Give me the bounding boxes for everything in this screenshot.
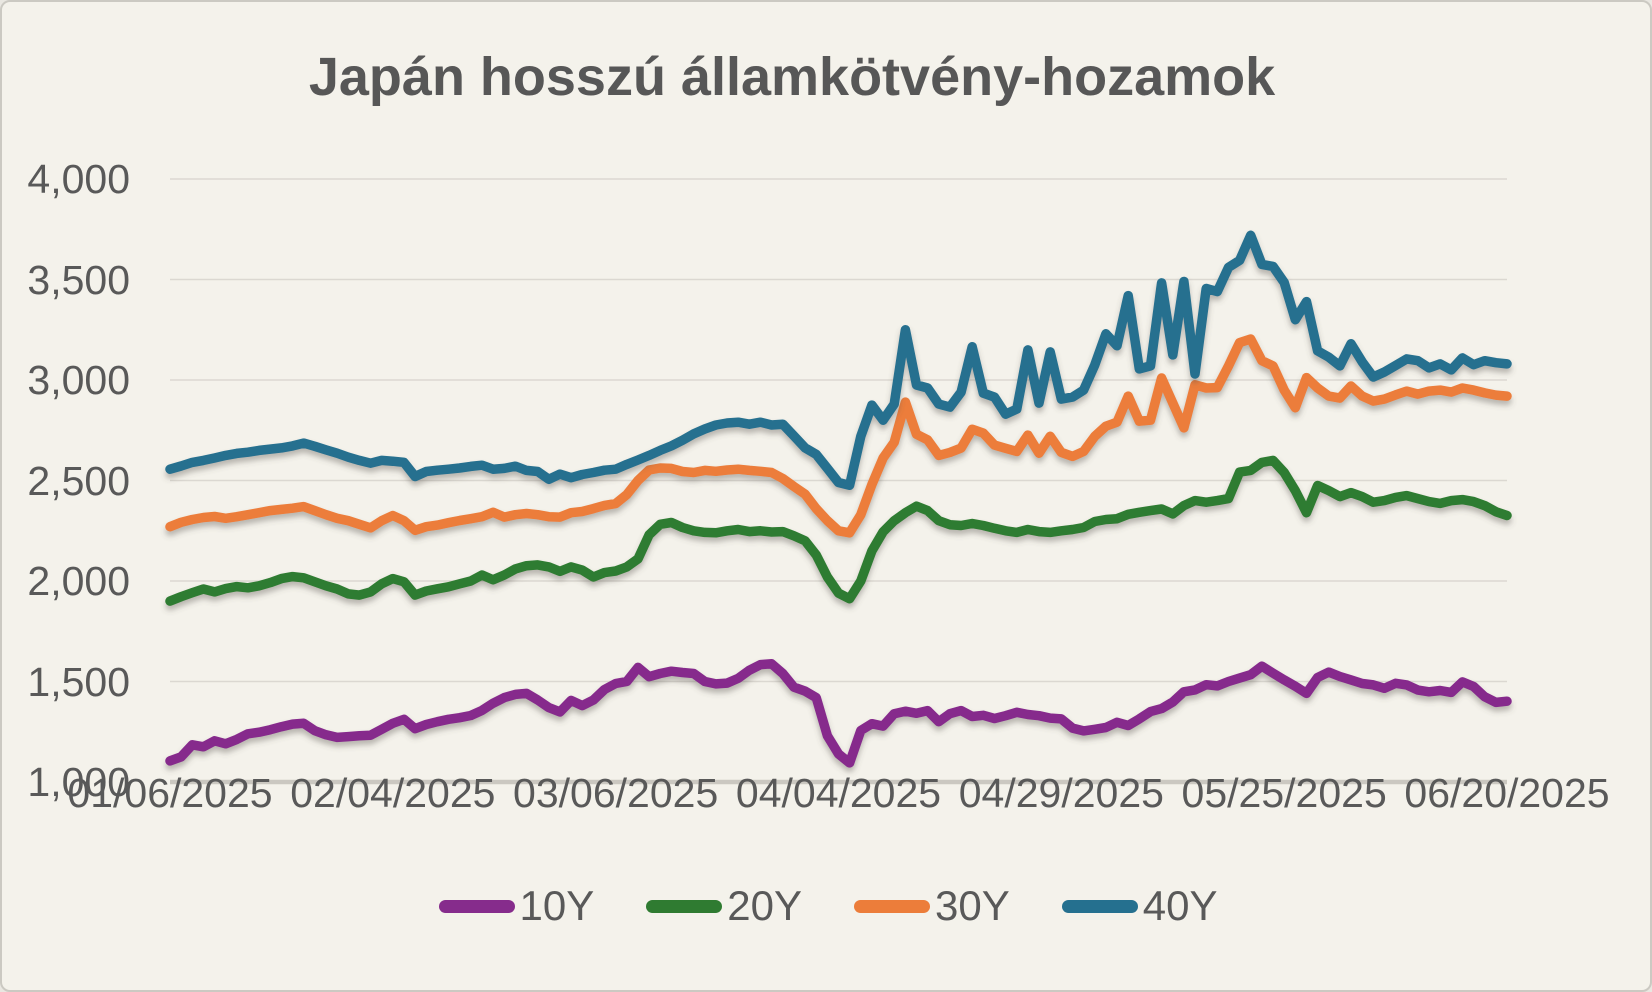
- x-axis-tick-label: 02/04/2025: [290, 770, 496, 816]
- y-axis-tick-label: 3,500: [27, 256, 130, 303]
- y-axis-tick-label: 4,000: [27, 156, 130, 202]
- x-axis-tick-label: 01/06/2025: [67, 770, 273, 816]
- y-axis-tick-label: 3,000: [27, 357, 130, 403]
- legend-item-10y: 10Y: [438, 882, 595, 930]
- series-line-20y: [165, 455, 1512, 606]
- legend: 10Y 20Y 30Y 40Y: [2, 882, 1650, 930]
- x-axis-tick-label: 05/25/2025: [1181, 770, 1387, 816]
- series-line-10y: [165, 659, 1512, 768]
- y-axis-tick-label: 1,000: [27, 759, 130, 805]
- legend-swatch-40y: [1061, 899, 1138, 913]
- legend-swatch-10y: [438, 899, 515, 913]
- series-line-40y: [165, 230, 1512, 491]
- x-axis-tick-label: 04/29/2025: [958, 770, 1164, 816]
- legend-label-20y: 20Y: [727, 882, 802, 929]
- chart-title: Japán hosszú államkötvény-hozamok: [308, 47, 1276, 107]
- legend-item-20y: 20Y: [646, 882, 802, 930]
- legend-item-30y: 30Y: [854, 882, 1010, 930]
- legend-swatch-30y: [854, 899, 930, 913]
- legend-item-40y: 40Y: [1061, 882, 1218, 930]
- legend-swatch-20y: [646, 899, 723, 913]
- legend-label-40y: 40Y: [1142, 882, 1218, 929]
- legend-label-30y: 30Y: [935, 882, 1010, 929]
- x-axis-tick-label: 06/20/2025: [1404, 770, 1610, 816]
- series-line-30y: [165, 334, 1512, 538]
- series-lines: [165, 230, 1512, 768]
- x-axis-tick-label: 04/04/2025: [735, 770, 942, 816]
- legend-label-10y: 10Y: [519, 882, 595, 929]
- y-axis-tick-label: 2,000: [27, 558, 130, 604]
- y-axis-tick-label: 1,500: [27, 658, 130, 705]
- x-axis-tick-label: 03/06/2025: [513, 770, 719, 816]
- y-axis-tick-label: 2,500: [27, 457, 130, 504]
